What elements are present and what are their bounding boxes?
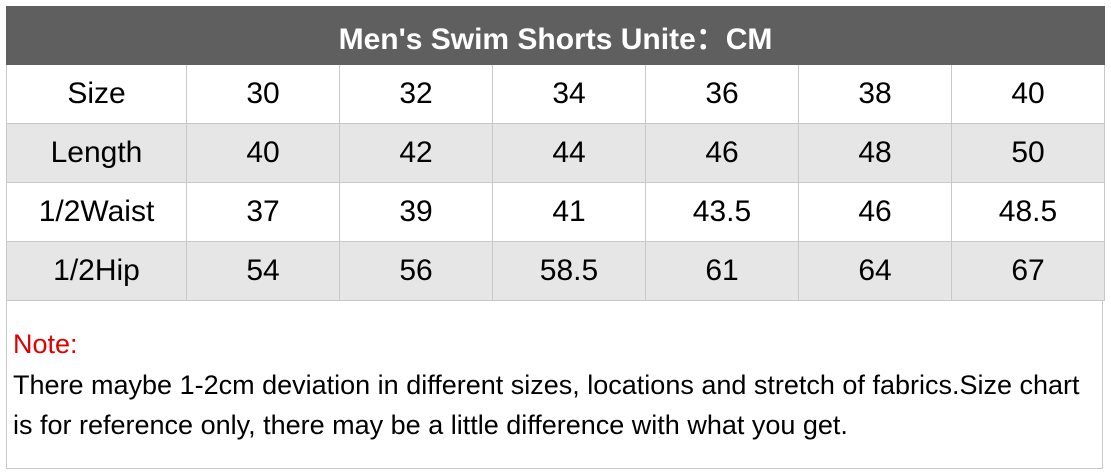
table-cell: 64 xyxy=(798,241,952,301)
table-cell: 54 xyxy=(186,241,340,301)
table-cell: 41 xyxy=(492,182,646,242)
table-row-half-waist: 1/2Waist 37 39 41 43.5 46 48.5 xyxy=(6,182,1105,242)
table-row-length: Length 40 42 44 46 48 50 xyxy=(6,123,1105,183)
table-cell: 48 xyxy=(798,123,952,183)
note-text: There maybe 1-2cm deviation in different… xyxy=(13,370,1080,440)
table-cell: 40 xyxy=(951,64,1105,124)
table-cell: 46 xyxy=(798,182,952,242)
table-cell: 42 xyxy=(339,123,493,183)
chart-title: Men's Swim Shorts Unite：CM xyxy=(6,6,1105,65)
table-cell: 34 xyxy=(492,64,646,124)
table-cell: 32 xyxy=(339,64,493,124)
table-cell: 44 xyxy=(492,123,646,183)
table-cell: 37 xyxy=(186,182,340,242)
note-box: Note: There maybe 1-2cm deviation in dif… xyxy=(6,301,1103,469)
table-cell: 46 xyxy=(645,123,799,183)
row-label: 1/2Waist xyxy=(6,182,187,242)
table-cell: 56 xyxy=(339,241,493,301)
table-cell: 48.5 xyxy=(951,182,1105,242)
table-cell: 61 xyxy=(645,241,799,301)
row-label: 1/2Hip xyxy=(6,241,187,301)
table-cell: 40 xyxy=(186,123,340,183)
row-label: Length xyxy=(6,123,187,183)
table-row-size: Size 30 32 34 36 38 40 xyxy=(6,64,1105,124)
table-cell: 30 xyxy=(186,64,340,124)
table-cell: 50 xyxy=(951,123,1105,183)
row-label: Size xyxy=(6,64,187,124)
table-cell: 58.5 xyxy=(492,241,646,301)
size-table: Men's Swim Shorts Unite：CM Size 30 32 34… xyxy=(6,6,1105,301)
title-row: Men's Swim Shorts Unite：CM xyxy=(6,6,1105,65)
table-cell: 43.5 xyxy=(645,182,799,242)
note-label: Note: xyxy=(13,329,78,359)
table-cell: 36 xyxy=(645,64,799,124)
table-row-half-hip: 1/2Hip 54 56 58.5 61 64 67 xyxy=(6,241,1105,301)
table-cell: 39 xyxy=(339,182,493,242)
table-cell: 67 xyxy=(951,241,1105,301)
table-cell: 38 xyxy=(798,64,952,124)
